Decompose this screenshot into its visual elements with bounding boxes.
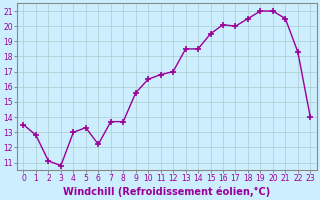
X-axis label: Windchill (Refroidissement éolien,°C): Windchill (Refroidissement éolien,°C) [63,186,270,197]
